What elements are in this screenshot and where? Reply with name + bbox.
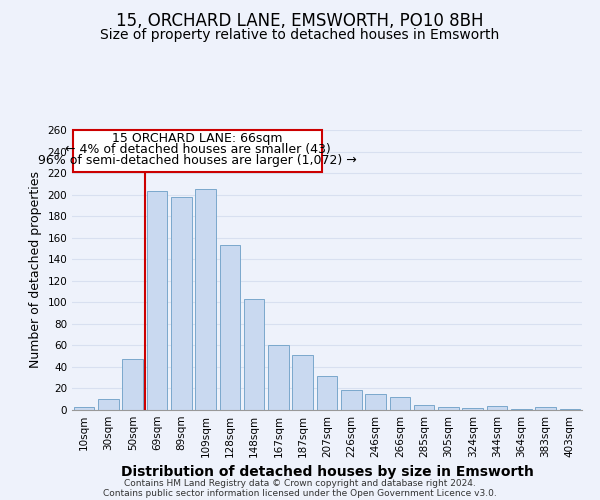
Bar: [98, 399, 119, 410]
Bar: [389, 397, 410, 410]
Text: 96% of semi-detached houses are larger (1,072) →: 96% of semi-detached houses are larger (…: [38, 154, 357, 166]
Bar: [268, 346, 289, 410]
Bar: [487, 406, 508, 410]
Bar: [244, 299, 265, 410]
Bar: [438, 407, 459, 410]
Bar: [341, 390, 362, 410]
Text: 15 ORCHARD LANE: 66sqm: 15 ORCHARD LANE: 66sqm: [112, 132, 283, 145]
FancyBboxPatch shape: [73, 130, 322, 172]
Text: ← 4% of detached houses are smaller (43): ← 4% of detached houses are smaller (43): [65, 143, 331, 156]
Bar: [414, 404, 434, 410]
Y-axis label: Number of detached properties: Number of detached properties: [29, 172, 42, 368]
X-axis label: Distribution of detached houses by size in Emsworth: Distribution of detached houses by size …: [121, 466, 533, 479]
Bar: [317, 376, 337, 410]
Bar: [292, 355, 313, 410]
Bar: [122, 360, 143, 410]
Bar: [511, 409, 532, 410]
Bar: [220, 245, 240, 410]
Bar: [74, 407, 94, 410]
Bar: [560, 409, 580, 410]
Bar: [195, 189, 216, 410]
Bar: [463, 408, 483, 410]
Bar: [365, 394, 386, 410]
Text: 15, ORCHARD LANE, EMSWORTH, PO10 8BH: 15, ORCHARD LANE, EMSWORTH, PO10 8BH: [116, 12, 484, 30]
Text: Contains public sector information licensed under the Open Government Licence v3: Contains public sector information licen…: [103, 488, 497, 498]
Bar: [146, 192, 167, 410]
Bar: [171, 197, 191, 410]
Text: Size of property relative to detached houses in Emsworth: Size of property relative to detached ho…: [100, 28, 500, 42]
Bar: [535, 407, 556, 410]
Text: Contains HM Land Registry data © Crown copyright and database right 2024.: Contains HM Land Registry data © Crown c…: [124, 478, 476, 488]
